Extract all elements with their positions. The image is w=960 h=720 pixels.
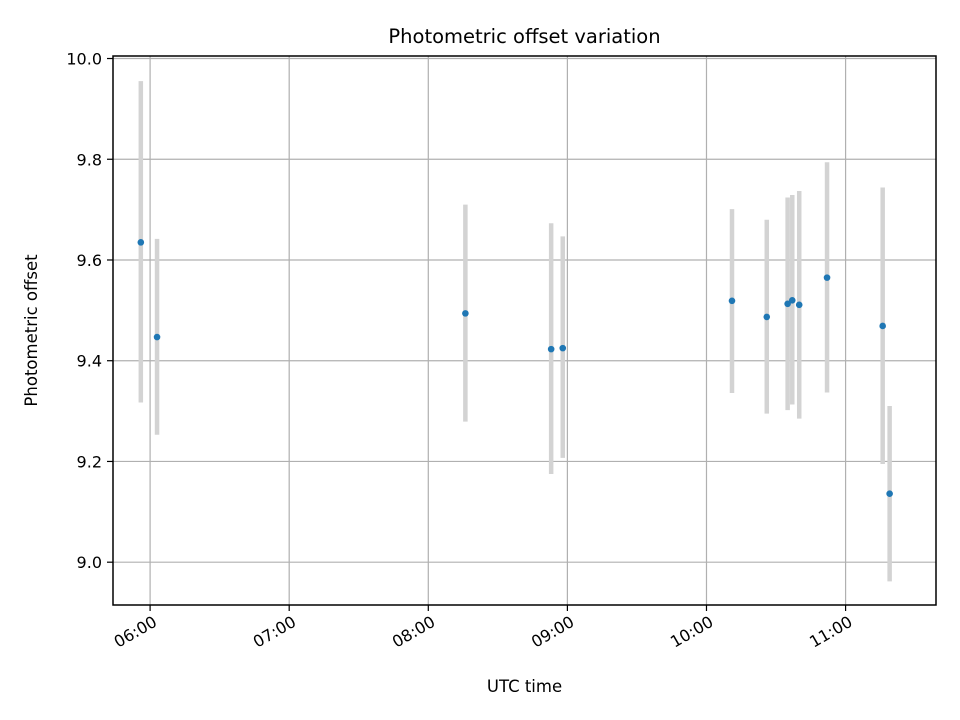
y-tick-label: 9.6 [77,251,102,270]
x-axis-title: UTC time [487,677,562,696]
y-tick-label: 9.8 [77,150,102,169]
data-points [137,239,893,497]
data-point [728,297,736,305]
data-point [462,310,469,317]
data-point [153,333,161,341]
y-tick-label: 10.0 [66,50,102,69]
data-point [823,274,831,281]
data-point [795,301,803,309]
data-point [763,313,771,321]
data-point [886,490,893,497]
y-tick-label: 9.4 [77,352,102,371]
data-point [784,300,791,308]
plot-frame [112,55,937,606]
chart-title: Photometric offset variation [388,25,660,48]
data-point [137,239,145,246]
data-point [547,345,555,353]
data-point [879,322,886,330]
data-point [559,344,567,352]
y-tick-label: 9.0 [77,553,102,572]
data-point [788,296,796,304]
y-axis-title: Photometric offset [22,254,41,407]
y-tick-label: 9.2 [77,452,102,471]
